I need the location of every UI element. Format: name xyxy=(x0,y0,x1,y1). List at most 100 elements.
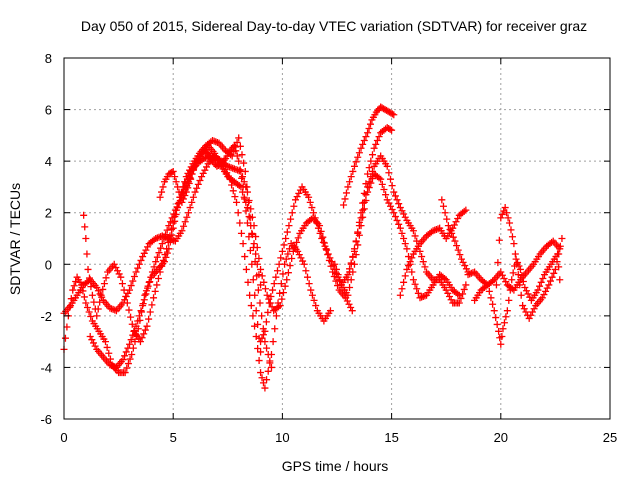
data-point-marker xyxy=(159,183,167,191)
data-point-marker xyxy=(93,283,101,291)
data-point-marker xyxy=(411,232,419,240)
data-point-marker xyxy=(168,168,176,176)
data-point-marker xyxy=(185,179,193,187)
x-tick-label: 25 xyxy=(603,430,617,445)
data-point-marker xyxy=(388,126,396,134)
data-point-marker xyxy=(259,331,267,339)
data-point-marker xyxy=(151,287,159,295)
data-point-marker xyxy=(257,338,265,346)
data-point-marker xyxy=(88,291,96,299)
data-point-marker xyxy=(249,276,257,284)
data-point-marker xyxy=(367,179,375,187)
data-point-marker xyxy=(365,124,373,132)
data-point-marker xyxy=(285,245,293,253)
data-point-marker xyxy=(128,320,136,328)
data-point-marker xyxy=(85,308,93,316)
data-point-marker xyxy=(166,218,174,226)
data-point-marker xyxy=(452,218,460,226)
data-point-marker xyxy=(401,213,409,221)
data-point-marker xyxy=(144,243,152,251)
data-point-marker xyxy=(462,206,470,214)
data-point-marker xyxy=(391,192,399,200)
data-point-marker xyxy=(120,286,128,294)
data-point-marker xyxy=(128,351,136,359)
data-point-marker xyxy=(231,193,239,201)
data-point-marker xyxy=(350,162,358,170)
data-point-marker xyxy=(171,173,179,181)
data-point-marker xyxy=(275,260,283,268)
data-point-marker xyxy=(236,219,244,227)
data-point-marker xyxy=(277,280,285,288)
data-point-marker xyxy=(360,198,368,206)
data-point-marker xyxy=(146,308,154,316)
x-axis-label: GPS time / hours xyxy=(282,458,389,474)
data-point-marker xyxy=(517,291,525,299)
data-point-marker xyxy=(175,200,183,208)
data-point-marker xyxy=(329,262,337,270)
data-point-marker xyxy=(347,260,355,268)
data-point-marker xyxy=(252,250,260,258)
data-point-marker xyxy=(360,205,368,213)
data-point-marker xyxy=(558,235,566,242)
data-point-marker xyxy=(126,340,134,348)
data-point-marker xyxy=(336,276,344,284)
data-point-marker xyxy=(539,274,547,282)
data-point-marker xyxy=(125,306,133,314)
data-point-marker xyxy=(378,180,386,188)
data-point-marker xyxy=(354,229,362,237)
data-point-marker xyxy=(534,286,542,294)
data-point-marker xyxy=(282,235,290,242)
data-point-marker xyxy=(553,258,561,266)
data-point-marker xyxy=(387,175,395,183)
data-point-marker xyxy=(509,269,517,277)
data-point-marker xyxy=(283,228,291,236)
data-point-marker xyxy=(400,278,408,286)
data-point-marker xyxy=(82,235,90,242)
data-point-marker xyxy=(316,229,324,237)
data-point-marker xyxy=(370,144,378,152)
data-point-marker xyxy=(121,369,129,377)
data-point-marker xyxy=(318,235,326,242)
data-point-marker xyxy=(451,237,459,245)
data-point-marker xyxy=(190,165,198,173)
data-point-marker xyxy=(460,207,468,215)
data-point-marker xyxy=(277,254,285,262)
chart-title: Day 050 of 2015, Sidereal Day-to-day VTE… xyxy=(81,18,587,34)
data-point-marker xyxy=(280,241,288,249)
data-point-marker xyxy=(124,360,132,368)
data-point-marker xyxy=(150,263,158,271)
data-point-marker xyxy=(459,290,467,298)
data-point-marker xyxy=(140,249,148,257)
data-point-marker xyxy=(91,342,99,350)
data-point-marker xyxy=(302,267,310,275)
data-point-marker xyxy=(365,164,373,172)
data-point-marker xyxy=(257,265,265,273)
data-point-marker xyxy=(540,291,548,299)
data-point-marker xyxy=(518,271,526,279)
data-point-marker xyxy=(212,153,220,161)
data-point-marker xyxy=(459,258,467,266)
data-point-marker xyxy=(286,262,294,270)
y-axis-label: SDTVAR / TECUs xyxy=(7,183,23,295)
data-point-marker xyxy=(145,278,153,286)
data-point-marker xyxy=(140,330,148,338)
data-point-marker xyxy=(385,169,393,177)
y-tick-label: -6 xyxy=(40,412,52,427)
data-point-marker xyxy=(349,167,357,175)
data-point-marker xyxy=(284,269,292,277)
data-point-marker xyxy=(269,286,277,294)
data-point-marker xyxy=(245,213,253,221)
data-point-marker xyxy=(388,182,396,190)
data-point-marker xyxy=(308,291,316,299)
data-point-marker xyxy=(354,241,362,249)
plot-frame xyxy=(63,57,611,420)
data-point-marker xyxy=(114,267,122,275)
data-point-marker xyxy=(525,314,533,322)
data-point-marker xyxy=(524,290,532,298)
data-point-marker xyxy=(461,262,469,270)
data-point-marker xyxy=(367,157,375,165)
data-point-marker xyxy=(241,167,249,175)
data-point-marker xyxy=(255,254,263,262)
data-point-marker xyxy=(445,293,453,301)
data-point-marker xyxy=(129,331,137,339)
